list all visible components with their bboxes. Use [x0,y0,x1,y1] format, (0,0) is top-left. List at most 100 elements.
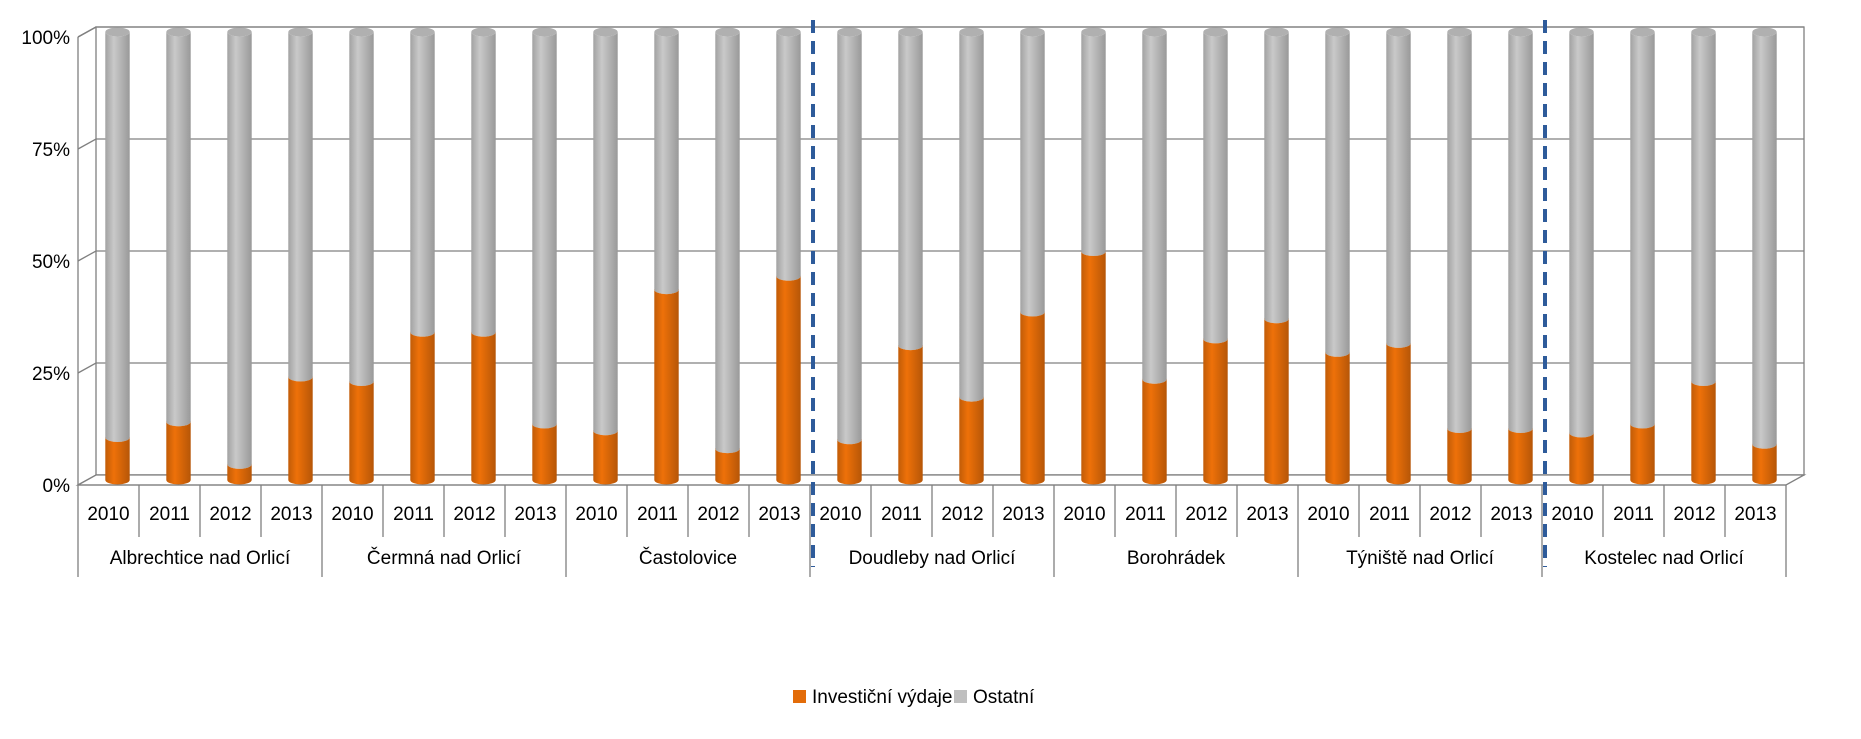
x-group-label: Borohrádek [1127,548,1226,569]
y-tick-label: 100% [21,28,70,49]
bar-ostatni-15 [1020,32,1045,317]
bar-investicni-13 [898,345,923,485]
bar-ostatni-19 [1264,32,1289,324]
bar-ostatni-2 [227,32,252,469]
x-tick-label-year: 2012 [209,504,251,525]
x-tick-label-year: 2010 [1063,504,1105,525]
x-tick-label-year: 2013 [514,504,556,525]
bar-investicni-18 [1203,338,1228,485]
bar-investicni-6 [471,332,496,485]
bar-investicni-11 [776,276,801,485]
x-tick-label-year: 2010 [87,504,129,525]
bar-investicni-10 [715,448,740,485]
bar-cap-1-2 [227,27,252,37]
bar-ostatni-7 [532,32,557,429]
bar-investicni-5 [410,332,435,485]
bar-ostatni-25 [1630,32,1655,429]
bar-investicni-8 [593,430,618,485]
legend-label-1: Ostatní [973,687,1035,708]
x-tick-label-year: 2011 [1369,504,1410,525]
x-tick-label-year: 2010 [1551,504,1593,525]
x-group-label: Čermná nad Orlicí [367,547,522,569]
bar-ostatni-21 [1386,32,1411,348]
bar-cap-1-9 [654,27,679,37]
x-group-label: Albrechtice nad Orlicí [110,548,291,569]
bar-investicni-24 [1569,432,1594,485]
bar-ostatni-20 [1325,32,1350,357]
x-tick-label-year: 2013 [1734,504,1776,525]
bar-ostatni-1 [166,32,191,427]
gridline-1 [77,362,1804,374]
bar-investicni-27 [1752,444,1777,485]
bar-investicni-22 [1447,428,1472,485]
bar-ostatni-8 [593,32,618,436]
bar-cap-1-17 [1142,27,1167,37]
y-tick-label: 75% [32,140,70,161]
legend-label-0: Investiční výdaje [812,687,952,708]
x-tick-label-year: 2012 [1429,504,1471,525]
x-tick-label-year: 2012 [1185,504,1227,525]
bar-investicni-9 [654,289,679,485]
bar-cap-1-21 [1386,27,1411,37]
x-tick-label-year: 2013 [758,504,800,525]
gridline-3 [77,138,1804,150]
x-tick-label-year: 2013 [1246,504,1288,525]
bar-ostatni-10 [715,32,740,454]
x-tick-label-year: 2012 [453,504,495,525]
x-tick-label-year: 2013 [270,504,312,525]
bar-ostatni-18 [1203,32,1228,344]
bar-cap-1-6 [471,27,496,37]
bar-investicni-16 [1081,251,1106,485]
bar-ostatni-3 [288,32,313,382]
bar-ostatni-24 [1569,32,1594,438]
bar-cap-1-11 [776,27,801,37]
bar-ostatni-22 [1447,32,1472,433]
bar-cap-1-25 [1630,27,1655,37]
y-tick-label: 50% [32,252,70,273]
bar-cap-1-20 [1325,27,1350,37]
bar-ostatni-17 [1142,32,1167,384]
x-group-label: Kostelec nad Orlicí [1584,548,1744,569]
bar-ostatni-16 [1081,32,1106,257]
bar-cap-1-8 [593,27,618,37]
bar-investicni-15 [1020,312,1045,485]
bar-cap-1-16 [1081,27,1106,37]
gridline-4 [77,26,1804,38]
bar-cap-1-7 [532,27,557,37]
bar-investicni-0 [105,437,130,485]
x-tick-label-year: 2010 [1307,504,1349,525]
bar-cap-1-18 [1203,27,1228,37]
bar-investicni-23 [1508,428,1533,485]
bar-investicni-25 [1630,424,1655,485]
bar-cap-1-0 [105,27,130,37]
x-tick-label-year: 2013 [1002,504,1044,525]
x-tick-label-year: 2011 [1125,504,1166,525]
x-tick-label-year: 2012 [941,504,983,525]
bar-cap-1-27 [1752,27,1777,37]
bar-investicni-26 [1691,381,1716,485]
x-tick-label-year: 2012 [1673,504,1715,525]
bar-ostatni-5 [410,32,435,337]
bar-cap-1-22 [1447,27,1472,37]
bar-investicni-2 [227,464,252,485]
bar-cap-1-19 [1264,27,1289,37]
bar-cap-1-23 [1508,27,1533,37]
bar-ostatni-26 [1691,32,1716,386]
y-tick-label: 0% [43,476,71,497]
x-tick-label-year: 2011 [149,504,190,525]
bar-cap-1-15 [1020,27,1045,37]
legend-swatch-0 [793,690,806,703]
bar-cap-1-14 [959,27,984,37]
x-group-label: Doudleby nad Orlicí [849,548,1017,569]
bar-cap-1-4 [349,27,374,37]
bar-investicni-21 [1386,343,1411,485]
bar-cap-1-5 [410,27,435,37]
bar-investicni-4 [349,381,374,485]
bar-investicni-20 [1325,352,1350,485]
x-tick-label-year: 2010 [819,504,861,525]
x-group-label: Týniště nad Orlicí [1346,548,1495,569]
x-group-label: Častolovice [639,547,737,569]
bar-investicni-1 [166,421,191,485]
gridline-2 [77,250,1804,262]
